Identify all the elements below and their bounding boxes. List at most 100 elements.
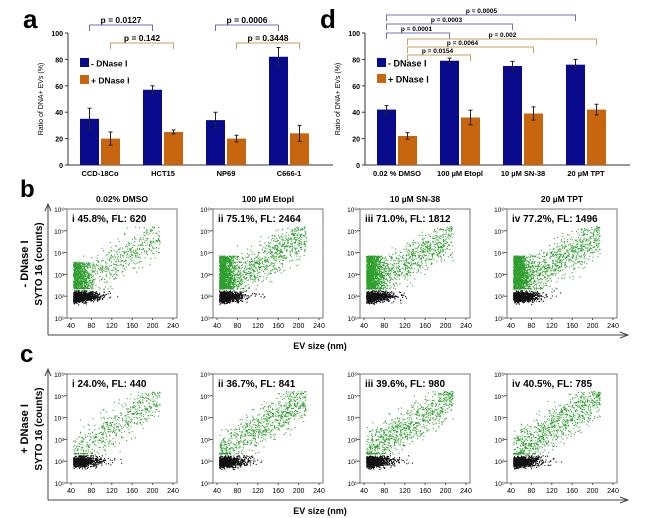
panel-letter: c <box>20 341 33 368</box>
y-tick-label: 10⁶ <box>200 207 210 214</box>
p-value-label: p = 0.0003 <box>431 17 463 24</box>
x-tick-label: HCT15 <box>151 169 175 178</box>
y-tick-label: 10⁵ <box>494 394 504 401</box>
x-tick-label: C666-1 <box>277 169 302 178</box>
scatter-points-positive <box>219 391 307 455</box>
significance-bracket <box>386 32 450 39</box>
bar-minus-dnase <box>503 66 522 165</box>
y-tick-label: 10⁶ <box>494 372 504 379</box>
error-bar <box>297 124 302 142</box>
y-tick-label: 40 <box>55 110 63 117</box>
y-axis-label: Ratio of DNA+ EVs (%) <box>38 63 45 136</box>
scatter-points-positive <box>219 226 307 290</box>
x-tick-label: 240 <box>460 323 472 330</box>
scatter-points-positive <box>366 391 454 455</box>
x-tick-label: 80 <box>528 488 536 495</box>
scatter-points-negative <box>219 290 266 306</box>
x-tick-label: 160 <box>419 323 431 330</box>
scatter-points-positive <box>73 391 161 455</box>
y-tick-label: 10² <box>55 459 65 466</box>
scatter-points-negative <box>219 455 263 471</box>
y-tick-label: 10³ <box>495 437 505 444</box>
x-tick-label: 80 <box>381 488 389 495</box>
bar-minus-dnase <box>206 120 225 165</box>
legend-swatch <box>377 58 386 67</box>
x-tick-label: 40 <box>213 323 221 330</box>
x-tick-label: 40 <box>507 323 515 330</box>
population-annotation: i 45.8%, FL: 620 <box>72 214 147 225</box>
x-tick-label: 200 <box>293 323 305 330</box>
error-bar <box>468 109 473 126</box>
y-tick-label: 10⁴ <box>54 251 64 258</box>
panel-letter: d <box>320 4 336 34</box>
x-tick-label: 100 µM Etopl <box>437 169 483 178</box>
y-tick-label: 10³ <box>348 437 358 444</box>
y-tick-label: 10⁴ <box>347 251 357 258</box>
panel-title: 10 µM SN-38 <box>390 194 441 204</box>
population-annotation: iii 71.0%, FL: 1812 <box>365 214 451 225</box>
x-axis-arrow <box>48 331 630 339</box>
bar-plus-dnase <box>164 132 183 165</box>
y-tick-label: 10³ <box>348 272 358 279</box>
bar-minus-dnase <box>80 118 99 165</box>
error-bar <box>171 129 176 135</box>
error-bar <box>234 134 239 143</box>
p-value-label: p = 0.142 <box>124 33 160 43</box>
x-tick-label: 160 <box>126 323 138 330</box>
x-tick-label: 160 <box>126 488 138 495</box>
x-tick-label: 40 <box>213 488 221 495</box>
panel-title: 100 µM Etopl <box>242 194 294 204</box>
y-tick-label: 10⁶ <box>347 372 357 379</box>
scatter-panel <box>210 373 324 485</box>
bar-plus-dnase <box>587 109 606 165</box>
x-tick-label: 200 <box>440 323 452 330</box>
x-tick-label: 40 <box>360 323 368 330</box>
y-tick-label: 80 <box>352 57 360 64</box>
y-tick-label: 10³ <box>201 437 211 444</box>
bar-minus-dnase <box>377 109 396 165</box>
bar-minus-dnase <box>440 60 459 165</box>
y-tick-label: 20 <box>55 137 63 144</box>
y-tick-label: 10³ <box>55 272 65 279</box>
x-tick-label: 80 <box>88 488 96 495</box>
x-tick-label: 120 <box>399 323 411 330</box>
y-tick-label: 10⁴ <box>494 416 504 423</box>
x-tick-label: 240 <box>167 323 179 330</box>
significance-bracket <box>110 42 174 49</box>
row-label: - DNase I <box>19 240 31 287</box>
y-tick-label: 100 <box>51 31 63 38</box>
error-bar <box>213 111 218 129</box>
y-tick-label: 20 <box>352 137 360 144</box>
x-tick-label: 240 <box>167 488 179 495</box>
significance-bracket <box>386 14 576 21</box>
scatter-points-positive <box>366 226 454 290</box>
y-tick-label: 10¹ <box>495 316 505 323</box>
y-tick-label: 10⁵ <box>347 229 357 236</box>
legend-swatch <box>80 75 89 84</box>
y-tick-label: 0 <box>59 163 63 170</box>
error-bar <box>384 105 389 115</box>
x-tick-label: 120 <box>252 323 264 330</box>
x-tick-label: 80 <box>88 323 96 330</box>
x-tick-label: 40 <box>507 488 515 495</box>
y-tick-label: 10¹ <box>55 316 65 323</box>
x-tick-label: 240 <box>313 323 325 330</box>
y-tick-label: 10⁵ <box>494 229 504 236</box>
legend-label: + DNase I <box>91 76 130 86</box>
row-label: + DNase I <box>19 404 31 454</box>
error-bar <box>510 60 515 72</box>
x-tick-label: 80 <box>234 323 242 330</box>
scatter-points-negative <box>73 290 119 306</box>
error-bar <box>405 132 410 140</box>
x-tick-label: 120 <box>546 323 558 330</box>
y-tick-label: 60 <box>55 84 63 91</box>
p-value-label: p = 0.0127 <box>101 15 142 25</box>
p-value-label: p = 0.002 <box>489 32 517 39</box>
y-tick-label: 10⁵ <box>54 229 64 236</box>
y-tick-label: 10⁶ <box>494 207 504 214</box>
y-tick-label: 10⁶ <box>54 372 64 379</box>
scatter-points-positive <box>513 391 601 455</box>
bar-minus-dnase <box>566 64 585 165</box>
population-annotation: iv 77.2%, FL: 1496 <box>512 214 598 225</box>
y-tick-label: 10¹ <box>55 481 65 488</box>
